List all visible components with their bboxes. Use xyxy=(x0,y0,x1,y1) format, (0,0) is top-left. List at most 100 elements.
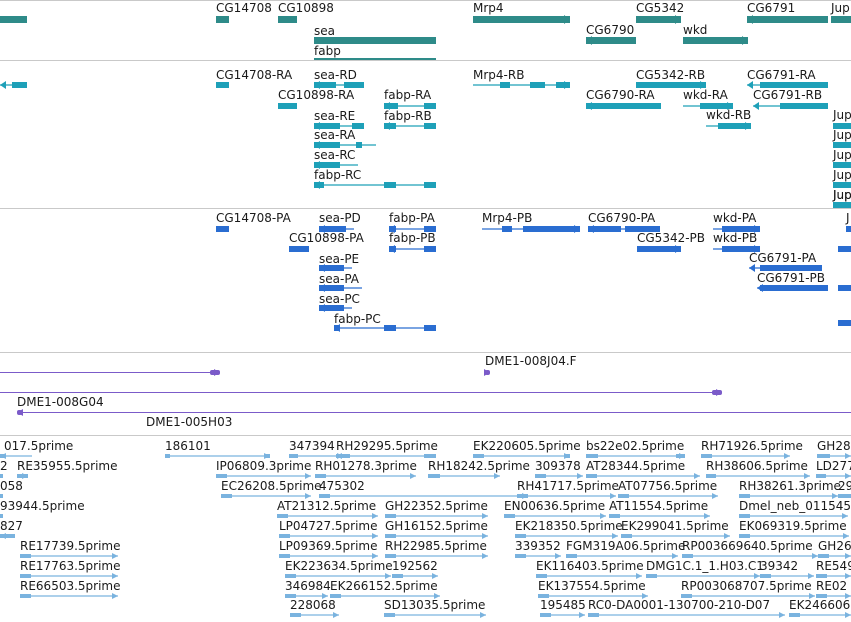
feature-label: RH41717.5prime xyxy=(517,479,619,493)
feature-label: RE35955.5prime xyxy=(17,459,118,473)
exon-block xyxy=(625,226,660,232)
exon-block xyxy=(556,82,570,88)
strand-arrow-right-icon xyxy=(727,102,733,110)
feature-label: CG5342-PB xyxy=(637,231,706,245)
exon-block xyxy=(722,246,760,252)
exon-block xyxy=(277,514,288,518)
strand-arrow-left-icon xyxy=(389,245,395,253)
feature-label: RE02 xyxy=(816,579,848,593)
feature-glyph xyxy=(385,553,488,559)
strand-arrow-left-icon xyxy=(314,141,320,149)
strand-arrow-right-icon xyxy=(742,35,748,45)
feature-label: 339352 xyxy=(515,539,561,553)
strand-arrow-left-icon xyxy=(586,102,592,110)
exon-block xyxy=(336,454,350,458)
exon-block xyxy=(424,325,436,331)
exon-block xyxy=(221,494,232,498)
exon-block xyxy=(760,82,828,88)
exon-block xyxy=(683,36,748,44)
strand-arrow-right-icon xyxy=(482,513,488,519)
feature-label: RE66503.5prime xyxy=(20,579,121,593)
feature-label: CG14708-PA xyxy=(216,211,291,225)
exon-block xyxy=(706,474,716,478)
feature-glyph xyxy=(588,612,785,618)
strand-arrow-right-icon xyxy=(845,593,851,599)
feature-label: Jup xyxy=(833,128,851,142)
exon-block xyxy=(216,15,229,23)
exon-block xyxy=(621,534,632,538)
exon-block xyxy=(831,15,851,23)
feature-glyph xyxy=(646,573,760,579)
strand-arrow-right-icon xyxy=(845,553,851,559)
feature-glyph xyxy=(838,320,851,326)
exon-block xyxy=(538,594,549,598)
feature-label: FGM319A06.5prime xyxy=(566,539,686,553)
exon-block xyxy=(588,613,599,617)
feature-glyph xyxy=(504,513,606,519)
strand-arrow-right-icon xyxy=(779,612,785,618)
feature-label: RE17763.5prime xyxy=(20,559,121,573)
feature-label: CG6791-RB xyxy=(753,88,823,102)
strand-arrow-right-icon xyxy=(679,453,685,459)
feature-glyph xyxy=(833,182,851,188)
strand-arrow-left-icon xyxy=(314,181,320,189)
exon-block xyxy=(384,325,396,331)
exon-block xyxy=(314,82,336,88)
exon-block xyxy=(289,454,298,458)
feature-glyph xyxy=(749,264,822,272)
strand-arrow-right-icon xyxy=(564,81,570,89)
exon-block xyxy=(344,82,364,88)
feature-label: J xyxy=(846,211,850,225)
feature-glyph xyxy=(0,474,3,478)
feature-label: 39342 xyxy=(760,559,799,573)
feature-glyph xyxy=(20,593,118,599)
exon-block xyxy=(216,82,229,88)
feature-label: Jup xyxy=(833,108,851,122)
exon-block xyxy=(319,285,344,291)
exon-block xyxy=(739,534,750,538)
feature-glyph xyxy=(216,82,229,88)
feature-glyph xyxy=(636,14,681,24)
exon-block xyxy=(424,454,436,458)
strand-arrow-right-icon xyxy=(112,593,118,599)
feature-glyph xyxy=(319,304,352,312)
track-separator xyxy=(0,435,851,436)
exon-block xyxy=(586,36,636,44)
exon-block xyxy=(279,534,290,538)
feature-label: LP09369.5prime xyxy=(279,539,378,553)
feature-glyph xyxy=(319,225,354,233)
exon-block xyxy=(816,594,827,598)
feature-glyph xyxy=(706,473,810,479)
exon-block xyxy=(428,474,440,478)
feature-glyph xyxy=(609,513,710,519)
exon-block xyxy=(0,474,3,478)
strand-arrow-right-icon xyxy=(482,533,488,539)
strand-arrow-right-icon xyxy=(704,513,710,519)
exon-block xyxy=(817,454,830,458)
feature-glyph xyxy=(515,553,561,559)
feature-glyph xyxy=(683,35,748,45)
feature-label: AT07756.5prime xyxy=(618,479,718,493)
strand-arrow-right-icon xyxy=(642,593,648,599)
strand-arrow-right-icon xyxy=(555,553,561,559)
exon-block xyxy=(636,15,681,23)
exon-block xyxy=(314,36,436,44)
feature-glyph xyxy=(586,453,685,459)
strand-arrow-right-icon xyxy=(832,493,838,499)
feature-glyph xyxy=(739,533,849,539)
exon-block xyxy=(0,494,3,498)
strand-arrow-right-icon xyxy=(845,453,851,459)
feature-glyph xyxy=(314,57,436,60)
feature-label: sea-PE xyxy=(319,252,360,266)
exon-block xyxy=(0,534,15,538)
feature-label: 2 xyxy=(0,459,8,473)
strand-arrow-right-icon xyxy=(480,612,486,618)
exon-block xyxy=(833,123,851,129)
feature-glyph xyxy=(428,473,500,479)
exon-block xyxy=(517,494,528,498)
feature-glyph xyxy=(389,225,436,233)
feature-glyph xyxy=(319,284,362,292)
feature-glyph xyxy=(473,14,570,24)
exon-block xyxy=(216,474,227,478)
